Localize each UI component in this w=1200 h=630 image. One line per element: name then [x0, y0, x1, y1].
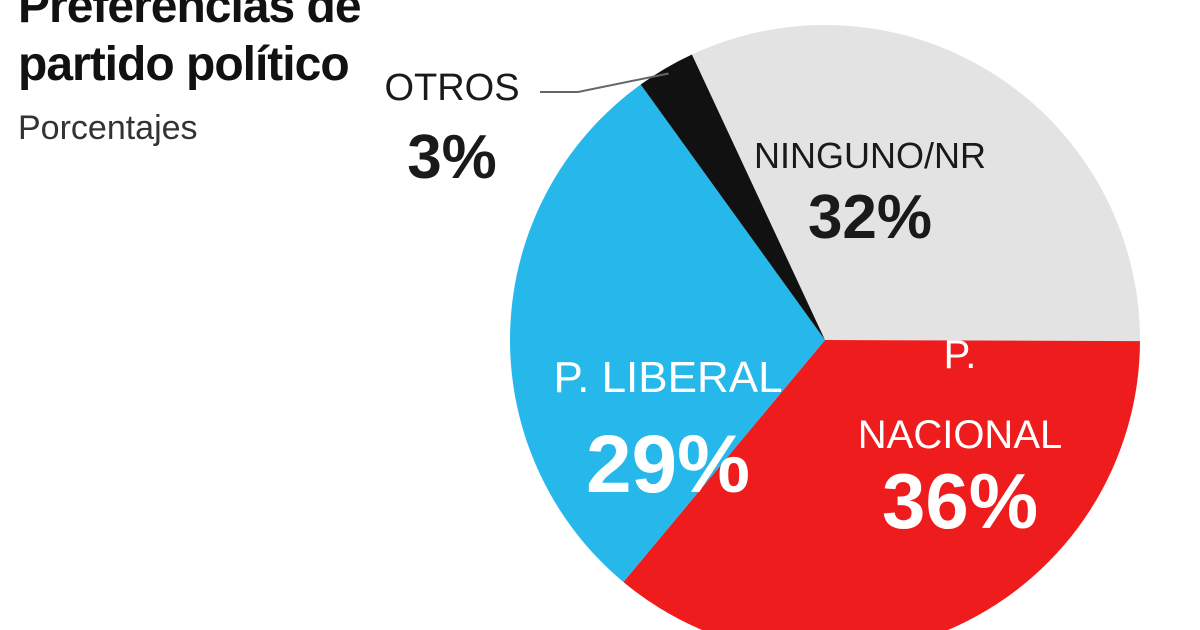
- slice-label-ninguno-nr: NINGUNO/NR: [754, 135, 986, 176]
- chart-subtitle: Porcentajes: [18, 109, 198, 147]
- slice-label-otros: OTROS: [384, 67, 519, 109]
- slice-value-ninguno-nr: 32%: [808, 183, 932, 252]
- chart-title: Preferencias de partido político: [18, 0, 362, 91]
- pie-slice-p-nacional: [623, 340, 1140, 630]
- pie-slice-otros: [640, 54, 825, 340]
- slice-value-p-liberal: 29%: [586, 419, 750, 510]
- title-block: Preferencias de partido político Porcent…: [18, 0, 378, 148]
- pie-slices: [509, 24, 1141, 630]
- slice-label-p-liberal: P. LIBERAL: [553, 353, 782, 402]
- slice-value-otros: 3%: [407, 123, 497, 192]
- slice-label-p-nacional: P.: [944, 333, 977, 377]
- pie-slice-p-liberal: [509, 84, 825, 582]
- callout-line-otros: [540, 72, 669, 93]
- slice-label-p-nacional-line2: NACIONAL: [858, 413, 1063, 457]
- pie-slice-ninguno-nr: [691, 24, 1141, 342]
- slice-value-p-nacional: 36%: [882, 457, 1038, 545]
